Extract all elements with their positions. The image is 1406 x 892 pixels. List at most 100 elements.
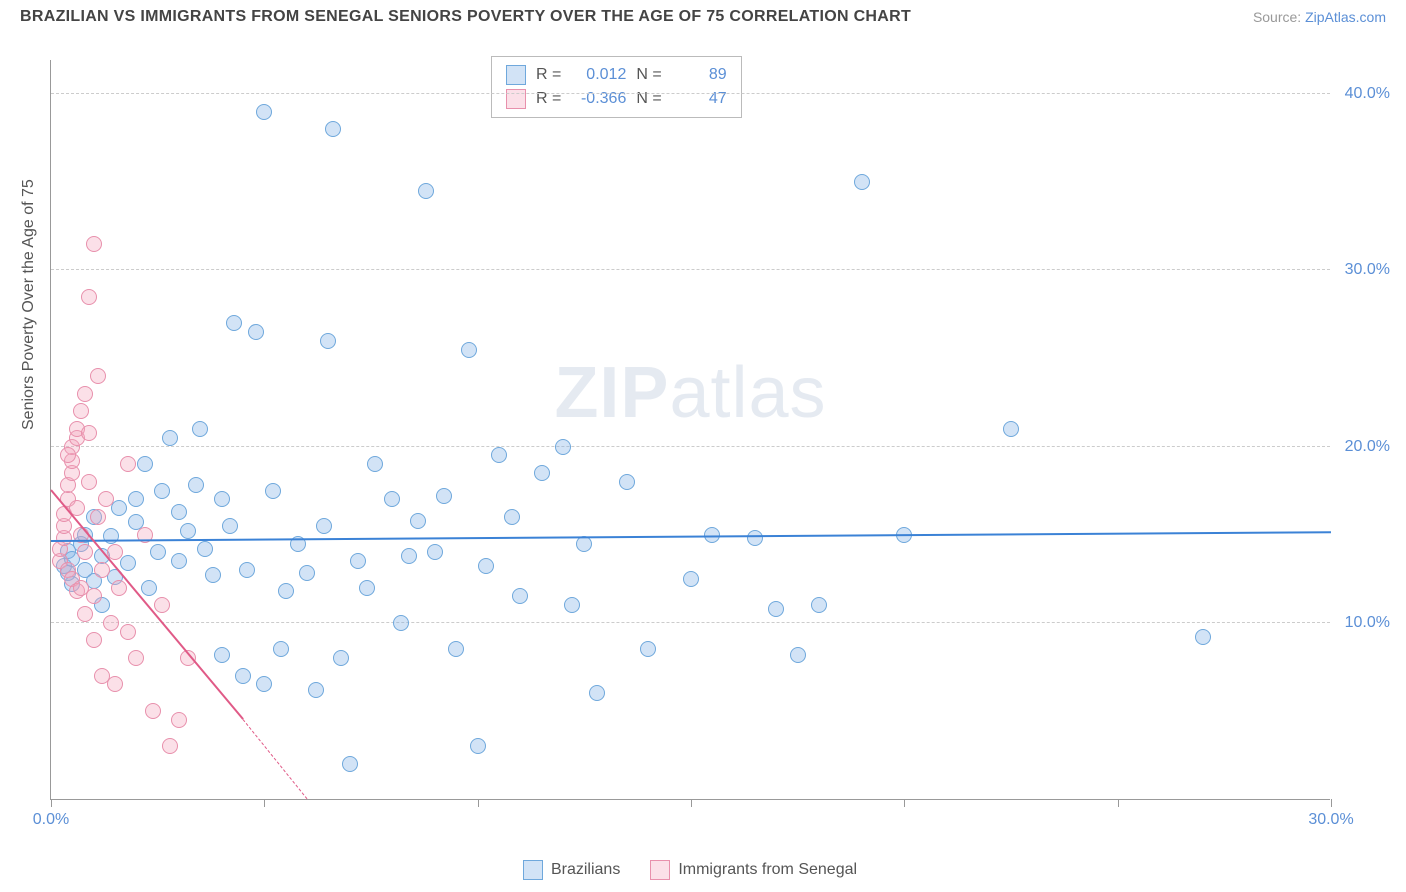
data-point: [120, 456, 136, 472]
data-point: [188, 477, 204, 493]
data-point: [150, 544, 166, 560]
data-point: [86, 588, 102, 604]
x-tick-stub: [904, 799, 905, 807]
data-point: [316, 518, 332, 534]
data-point: [214, 647, 230, 663]
data-point: [205, 567, 221, 583]
legend-swatch-1: [523, 860, 543, 880]
source-prefix: Source:: [1253, 9, 1305, 25]
data-point: [555, 439, 571, 455]
data-point: [534, 465, 550, 481]
y-axis-label: Seniors Poverty Over the Age of 75: [20, 179, 38, 430]
data-point: [162, 738, 178, 754]
gridline-h: [51, 93, 1330, 94]
y-tick-label: 30.0%: [1345, 261, 1390, 279]
watermark: ZIPatlas: [554, 352, 826, 434]
data-point: [325, 121, 341, 137]
n-label-1: N =: [636, 63, 661, 87]
data-point: [141, 580, 157, 596]
x-tick-stub: [478, 799, 479, 807]
data-point: [427, 544, 443, 560]
data-point: [81, 425, 97, 441]
data-point: [77, 606, 93, 622]
data-point: [461, 342, 477, 358]
legend-swatch-2: [650, 860, 670, 880]
plot-area: ZIPatlas R = 0.012 N = 89 R = -0.366 N =…: [50, 60, 1330, 800]
r-label-2: R =: [536, 87, 561, 111]
data-point: [180, 523, 196, 539]
gridline-h: [51, 622, 1330, 623]
r-value-1: 0.012: [571, 63, 626, 87]
data-point: [299, 565, 315, 581]
data-point: [86, 236, 102, 252]
data-point: [222, 518, 238, 534]
x-tick-label: 30.0%: [1308, 811, 1353, 829]
data-point: [226, 315, 242, 331]
x-tick-stub: [1118, 799, 1119, 807]
y-tick-label: 10.0%: [1345, 614, 1390, 632]
legend-label-2: Immigrants from Senegal: [678, 861, 857, 879]
data-point: [197, 541, 213, 557]
title-row: BRAZILIAN VS IMMIGRANTS FROM SENEGAL SEN…: [0, 0, 1406, 30]
data-point: [359, 580, 375, 596]
data-point: [248, 324, 264, 340]
data-point: [320, 333, 336, 349]
data-point: [854, 174, 870, 190]
data-point: [90, 368, 106, 384]
data-point: [107, 676, 123, 692]
data-point: [393, 615, 409, 631]
data-point: [81, 289, 97, 305]
data-point: [145, 703, 161, 719]
data-point: [342, 756, 358, 772]
watermark-atlas: atlas: [669, 353, 826, 433]
legend-item-2: Immigrants from Senegal: [650, 860, 857, 880]
legend-item-1: Brazilians: [523, 860, 620, 880]
watermark-zip: ZIP: [554, 353, 669, 433]
data-point: [128, 491, 144, 507]
data-point: [811, 597, 827, 613]
data-point: [171, 712, 187, 728]
swatch-series1: [506, 65, 526, 85]
data-point: [103, 528, 119, 544]
data-point: [256, 104, 272, 120]
data-point: [256, 676, 272, 692]
data-point: [235, 668, 251, 684]
legend-label-1: Brazilians: [551, 861, 620, 879]
data-point: [192, 421, 208, 437]
data-point: [214, 491, 230, 507]
data-point: [120, 555, 136, 571]
bottom-legend: Brazilians Immigrants from Senegal: [50, 860, 1330, 880]
swatch-series2: [506, 89, 526, 109]
data-point: [640, 641, 656, 657]
data-point: [90, 509, 106, 525]
data-point: [1195, 629, 1211, 645]
r-label-1: R =: [536, 63, 561, 87]
data-point: [448, 641, 464, 657]
data-point: [478, 558, 494, 574]
data-point: [60, 447, 76, 463]
gridline-h: [51, 269, 1330, 270]
stats-box: R = 0.012 N = 89 R = -0.366 N = 47: [491, 56, 742, 118]
data-point: [504, 509, 520, 525]
chart-container: BRAZILIAN VS IMMIGRANTS FROM SENEGAL SEN…: [0, 0, 1406, 892]
data-point: [747, 530, 763, 546]
r-value-2: -0.366: [571, 87, 626, 111]
stats-row-1: R = 0.012 N = 89: [506, 63, 727, 87]
trend-line: [51, 531, 1331, 542]
source-attribution: Source: ZipAtlas.com: [1253, 9, 1386, 25]
chart-title: BRAZILIAN VS IMMIGRANTS FROM SENEGAL SEN…: [20, 8, 911, 26]
data-point: [120, 624, 136, 640]
data-point: [491, 447, 507, 463]
data-point: [470, 738, 486, 754]
data-point: [790, 647, 806, 663]
x-tick-label: 0.0%: [33, 811, 69, 829]
y-tick-label: 20.0%: [1345, 438, 1390, 456]
data-point: [564, 597, 580, 613]
source-link[interactable]: ZipAtlas.com: [1305, 9, 1386, 25]
trend-line-extrapolated: [243, 719, 308, 799]
x-tick-stub: [691, 799, 692, 807]
data-point: [384, 491, 400, 507]
data-point: [81, 474, 97, 490]
data-point: [512, 588, 528, 604]
y-tick-label: 40.0%: [1345, 85, 1390, 103]
